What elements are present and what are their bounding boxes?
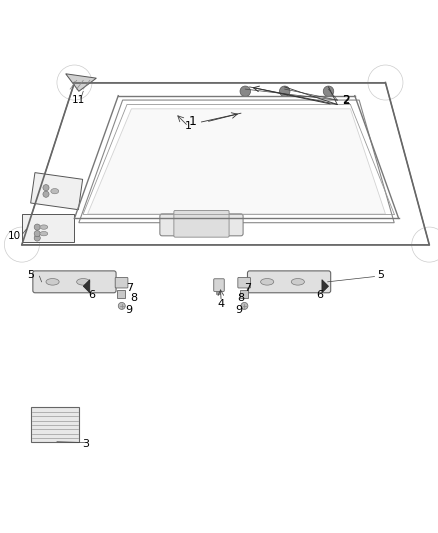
FancyBboxPatch shape [238, 278, 251, 288]
FancyBboxPatch shape [160, 214, 243, 236]
Text: 7: 7 [244, 282, 251, 293]
FancyBboxPatch shape [115, 278, 128, 288]
Text: 9: 9 [235, 305, 242, 316]
Ellipse shape [40, 225, 48, 229]
Polygon shape [88, 109, 385, 214]
Polygon shape [322, 280, 328, 293]
Ellipse shape [261, 279, 274, 285]
Ellipse shape [291, 279, 304, 285]
FancyBboxPatch shape [174, 211, 229, 237]
Circle shape [43, 184, 49, 191]
Circle shape [240, 86, 251, 96]
Text: 6: 6 [316, 290, 323, 300]
Circle shape [118, 302, 125, 310]
Text: 5: 5 [378, 270, 385, 280]
Text: 5: 5 [27, 270, 34, 280]
Bar [31, 407, 79, 442]
Text: 6: 6 [88, 290, 95, 300]
Ellipse shape [77, 279, 90, 285]
Text: 8: 8 [130, 293, 137, 303]
Text: 4: 4 [218, 298, 225, 309]
Bar [216, 290, 220, 294]
Text: 8: 8 [237, 293, 244, 303]
Bar [117, 290, 125, 298]
Text: 2: 2 [343, 95, 350, 105]
Polygon shape [83, 280, 90, 293]
Circle shape [43, 191, 49, 197]
Bar [240, 290, 248, 298]
Circle shape [323, 86, 334, 96]
Text: 3: 3 [82, 439, 89, 449]
Circle shape [241, 302, 248, 310]
Text: 1: 1 [185, 122, 192, 131]
Circle shape [279, 86, 290, 96]
FancyBboxPatch shape [33, 271, 116, 293]
Circle shape [34, 231, 40, 237]
FancyBboxPatch shape [214, 279, 224, 292]
Bar [22, 214, 74, 243]
Ellipse shape [46, 279, 59, 285]
Text: 7: 7 [126, 282, 133, 293]
Polygon shape [66, 74, 96, 91]
Bar [31, 173, 83, 209]
Text: 10: 10 [8, 231, 21, 241]
Text: 9: 9 [126, 305, 133, 316]
Text: 1: 1 [189, 116, 197, 128]
FancyBboxPatch shape [247, 271, 331, 293]
Text: 11: 11 [72, 95, 85, 105]
Text: 2: 2 [342, 94, 350, 107]
Ellipse shape [40, 231, 48, 236]
Circle shape [34, 235, 40, 241]
Ellipse shape [51, 189, 59, 194]
Circle shape [34, 224, 40, 230]
